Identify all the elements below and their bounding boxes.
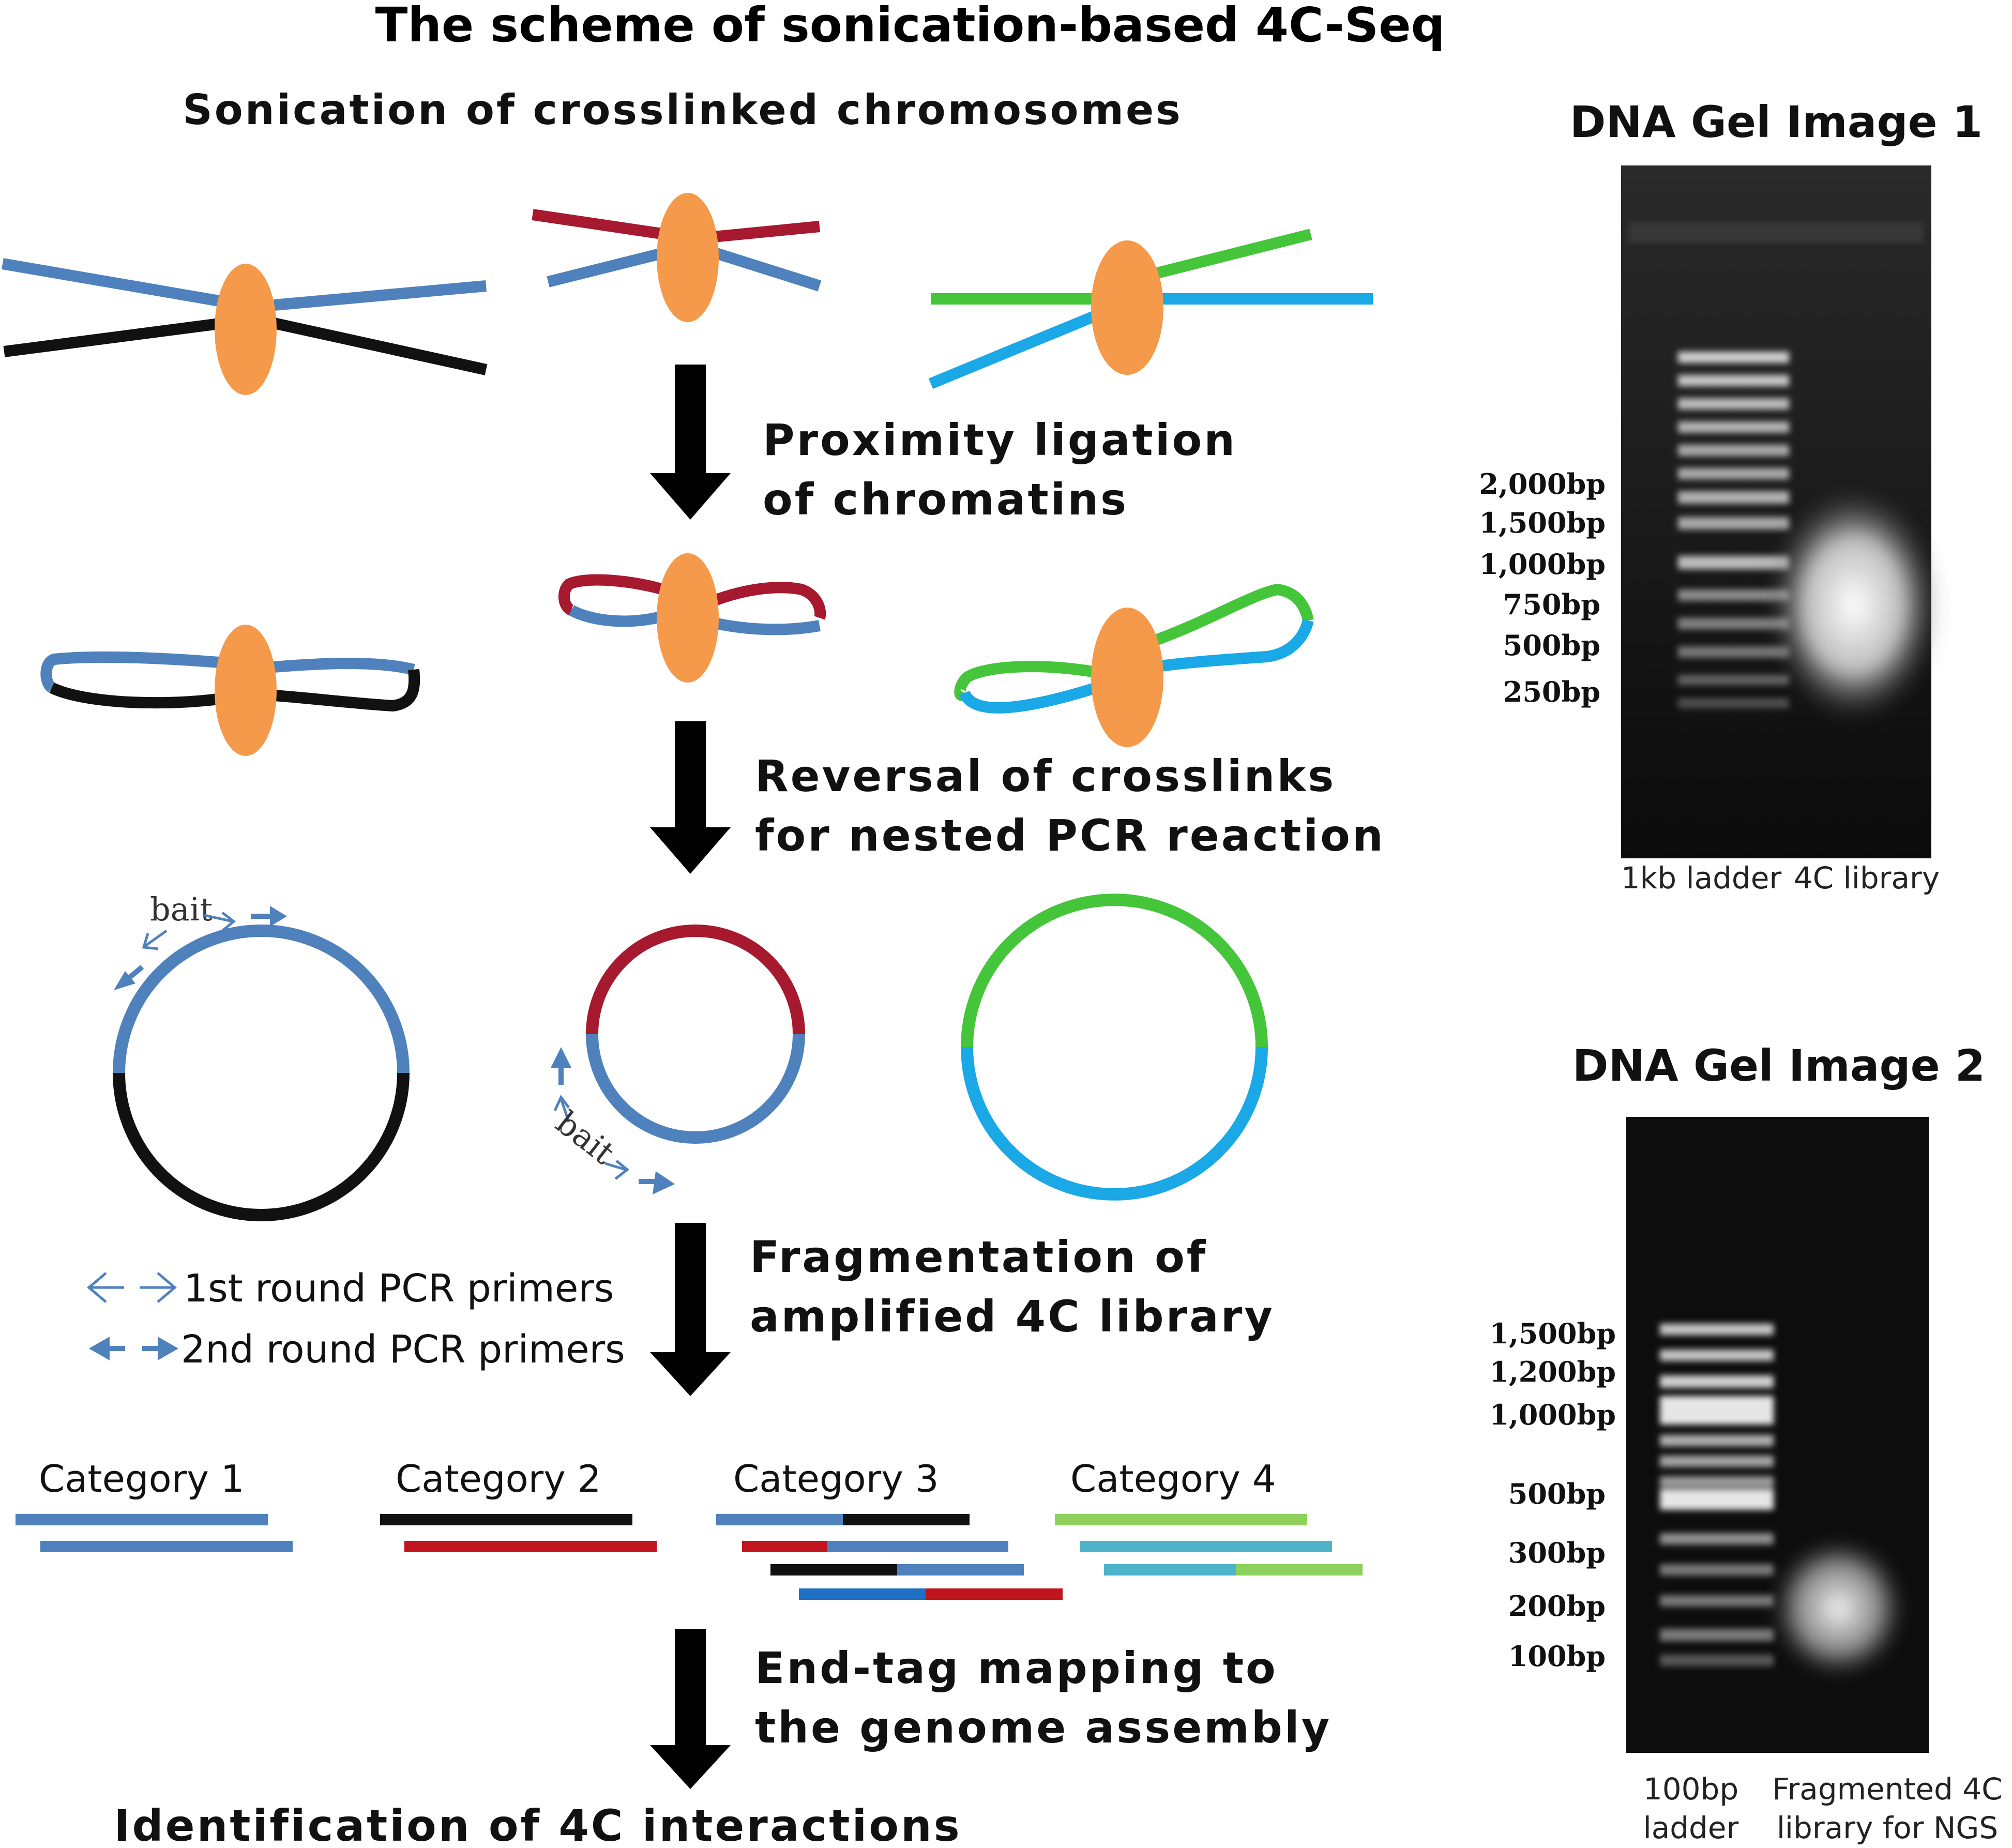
gel2-marker-200: 200bp (1508, 1589, 1606, 1623)
gel1-marker-750: 750bp (1503, 588, 1600, 621)
step-2-line2: for nested PCR reaction (755, 810, 1385, 861)
gel2-title: DNA Gel Image 2 (1572, 1040, 1986, 1091)
read-fragment (799, 1588, 926, 1600)
read-fragment (1055, 1514, 1307, 1525)
figure-title: The scheme of sonication-based 4C-Seq (375, 0, 1445, 53)
gel1-marker-500: 500bp (1503, 629, 1600, 662)
legend-second-round-arrows (89, 1337, 178, 1360)
category-3-reads (716, 1514, 1063, 1600)
legend-first-round-arrows (87, 1272, 177, 1303)
legend-first-round-label: 1st round PCR primers (184, 1266, 614, 1311)
ligated-complex-3 (954, 583, 1314, 747)
read-fragment (827, 1541, 1008, 1552)
figure-subtitle: Sonication of crosslinked chromosomes (183, 86, 1183, 134)
gel2-lane-ladder-line1: 100bp (1643, 1771, 1738, 1807)
category-4-label: Category 4 (1070, 1457, 1276, 1501)
protein-anchor (215, 264, 277, 395)
step-3-line1: Fragmentation of (750, 1232, 1207, 1282)
crosslinked-complex-1 (2, 258, 488, 395)
gel2-ladder-bands (1660, 1324, 1774, 1666)
category-3-label: Category 3 (733, 1457, 939, 1501)
crosslinked-complex-2 (532, 193, 822, 322)
category-1-reads (16, 1514, 293, 1552)
gel2-image (1626, 1117, 1929, 1753)
step-4-line2: the genome assembly (755, 1702, 1332, 1753)
gel1-image (1621, 165, 1942, 858)
gel1-lane-library: 4C library (1794, 860, 1940, 896)
step-1-line1: Proximity ligation (763, 415, 1237, 465)
step-arrow-1 (650, 365, 731, 520)
read-fragment (1080, 1541, 1332, 1552)
gel1-marker-1500: 1,500bp (1479, 506, 1606, 539)
read-fragment (742, 1541, 827, 1552)
circle-red-blue (586, 925, 805, 1144)
legend-second-round-label: 2nd round PCR primers (181, 1327, 625, 1372)
read-fragment (404, 1541, 657, 1552)
gel2-lane-sample-line2: library for NGS (1777, 1810, 1998, 1845)
read-fragment (1104, 1564, 1236, 1576)
step-2-line1: Reversal of crosslinks (755, 751, 1336, 801)
category-4-reads (1055, 1514, 1363, 1576)
read-fragment (843, 1514, 970, 1525)
circle-blue-black (113, 925, 410, 1221)
gel1-lane-ladder: 1kb ladder (1621, 860, 1782, 896)
step-arrow-2 (650, 721, 731, 874)
read-fragment (40, 1541, 293, 1552)
second-round-primers-2 (551, 1047, 675, 1194)
read-fragment (770, 1564, 897, 1576)
ligated-complex-1 (40, 625, 420, 756)
gel1-marker-1000: 1,000bp (1479, 548, 1606, 581)
bait-label-1: bait (150, 890, 213, 928)
gel1-marker-250: 250bp (1503, 675, 1600, 708)
gel2-marker-500: 500bp (1508, 1477, 1606, 1510)
step-arrow-3 (650, 1223, 731, 1396)
first-round-primers-2 (553, 1095, 630, 1180)
protein-anchor (215, 625, 277, 756)
protein-anchor (1091, 608, 1163, 747)
gel1-ladder-bands (1678, 352, 1789, 708)
category-2-label: Category 2 (396, 1457, 601, 1501)
read-fragment (1236, 1564, 1363, 1576)
gel1-library-smear (1766, 486, 1942, 724)
gel2-lane-sample-line1: Fragmented 4C (1772, 1771, 2002, 1807)
step-3-line2: amplified 4C library (750, 1291, 1275, 1342)
second-round-primers-1 (114, 906, 287, 990)
gel2-library-smear (1768, 1536, 1908, 1680)
read-fragment (716, 1514, 843, 1525)
read-fragment (16, 1514, 268, 1525)
protein-anchor (1091, 240, 1163, 375)
gel1-marker-2000: 2,000bp (1479, 467, 1606, 501)
read-fragment (897, 1564, 1024, 1576)
crosslinked-complex-3 (928, 229, 1373, 389)
gel2-marker-100: 100bp (1508, 1640, 1606, 1673)
step-1-line2: of chromatins (763, 474, 1128, 525)
bait-label-2: bait (549, 1103, 622, 1172)
final-step-label: Identification of 4C interactions (114, 1800, 962, 1848)
ligated-complex-2 (558, 553, 826, 683)
gel2-marker-1000: 1,000bp (1489, 1398, 1616, 1431)
gel2-lane-ladder-line2: ladder (1643, 1810, 1739, 1845)
protein-anchor (657, 193, 719, 322)
step-4-line1: End-tag mapping to (755, 1643, 1278, 1693)
protein-anchor (657, 553, 719, 683)
circle-green-cyan (961, 893, 1268, 1201)
read-fragment (380, 1514, 632, 1525)
gel2-marker-1200: 1,200bp (1489, 1355, 1616, 1388)
step-arrow-4 (650, 1629, 731, 1789)
category-2-reads (380, 1514, 657, 1552)
category-1-label: Category 1 (39, 1457, 245, 1501)
gel2-marker-300: 300bp (1508, 1536, 1606, 1569)
read-fragment (926, 1588, 1063, 1600)
gel2-marker-1500: 1,500bp (1489, 1317, 1616, 1350)
first-round-primers-1 (142, 912, 236, 950)
gel1-title: DNA Gel Image 1 (1570, 97, 1983, 147)
